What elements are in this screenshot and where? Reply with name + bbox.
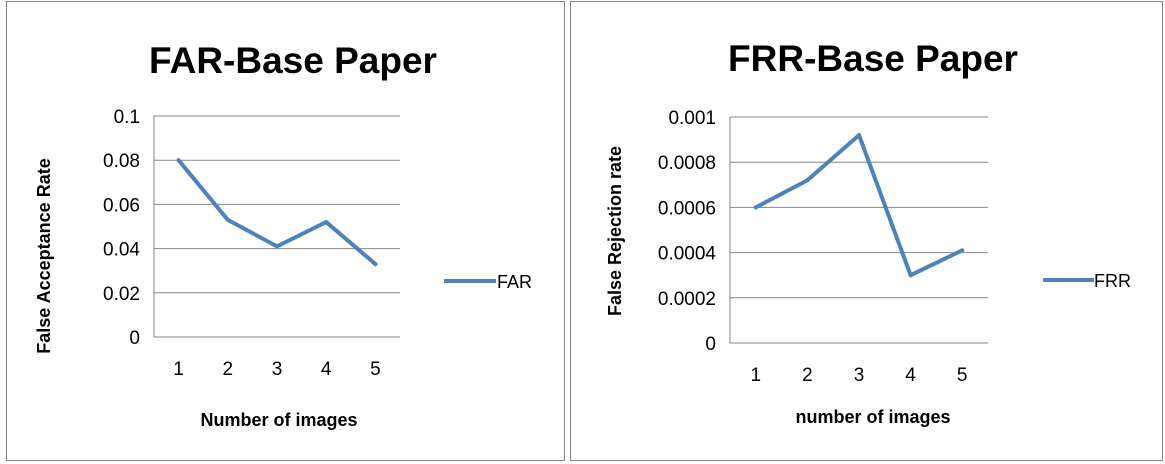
series-line-frr <box>753 133 965 278</box>
legend-label: FRR <box>1094 271 1131 291</box>
x-tick-label: 3 <box>272 359 283 380</box>
x-axis-title: Number of images <box>200 410 357 430</box>
y-tick-label: 0 <box>705 334 716 355</box>
chart-panel-far: FAR-Base Paper Number of images False Ac… <box>6 1 565 461</box>
y-tick-label: 0 <box>129 328 140 349</box>
data-point <box>908 273 913 278</box>
y-tick-label: 0.04 <box>103 240 140 261</box>
x-tick-label: 5 <box>370 359 381 380</box>
legend-label: FAR <box>497 272 532 292</box>
x-tick-label: 1 <box>173 359 184 380</box>
y-tick-label: 0.0006 <box>658 198 716 219</box>
y-tick-label: 0.0002 <box>658 289 716 310</box>
y-tick-label: 0.08 <box>103 151 140 172</box>
legend: FAR <box>444 272 532 292</box>
x-tick-label: 1 <box>751 365 762 386</box>
x-tick-label: 5 <box>957 365 968 386</box>
frr-chart: FRR-Base Paper number of images False Re… <box>605 38 1131 427</box>
data-point <box>960 248 965 253</box>
data-point <box>275 244 279 249</box>
x-tick-label: 2 <box>802 365 813 386</box>
y-tick-label: 0.1 <box>114 107 140 128</box>
y-tick-label: 0.0008 <box>658 153 716 174</box>
y-axis-title: False Acceptance Rate <box>34 158 54 353</box>
chart-panel-frr: FRR-Base Paper number of images False Re… <box>570 1 1163 461</box>
data-point <box>857 133 861 138</box>
x-tick-label: 4 <box>321 359 332 380</box>
data-point <box>225 217 230 222</box>
y-tick-label: 0.001 <box>668 108 716 129</box>
y-tick-label: 0.0004 <box>658 244 717 265</box>
y-tick-label: 0.06 <box>103 195 140 216</box>
chart-title: FAR-Base Paper <box>149 40 437 81</box>
data-point <box>176 158 181 163</box>
data-point <box>805 178 810 183</box>
chart-title: FRR-Base Paper <box>728 38 1018 79</box>
data-point <box>373 262 378 267</box>
x-tick-label: 4 <box>905 365 916 386</box>
y-tick-label: 0.02 <box>103 284 140 305</box>
x-axis-title: number of images <box>795 407 950 427</box>
data-point <box>324 220 329 225</box>
x-tick-label: 3 <box>854 365 865 386</box>
legend: FRR <box>1043 271 1131 291</box>
far-chart: FAR-Base Paper Number of images False Ac… <box>34 40 532 430</box>
x-tick-label: 2 <box>223 359 234 380</box>
y-axis-title: False Rejection rate <box>605 146 625 316</box>
data-point <box>753 205 758 210</box>
